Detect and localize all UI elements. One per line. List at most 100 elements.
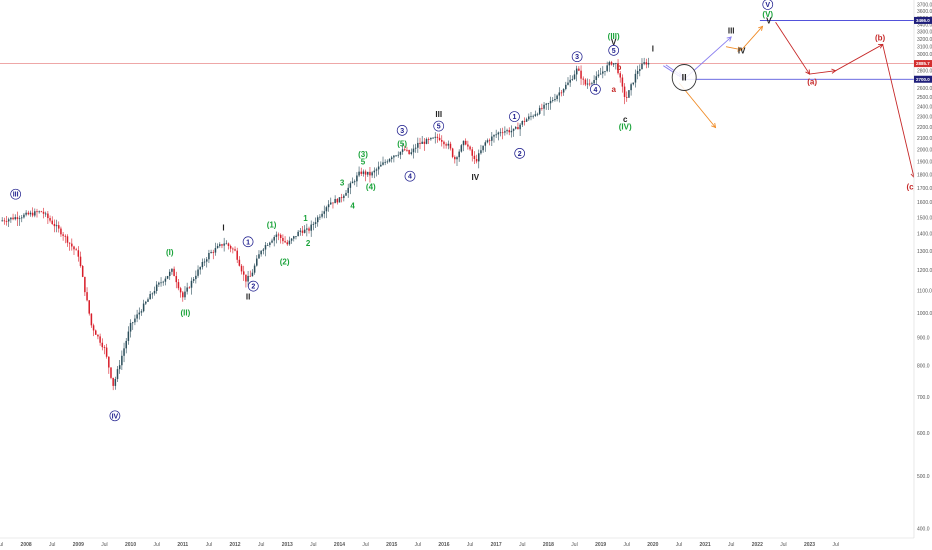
candle-body <box>571 79 574 80</box>
candle-body <box>434 136 436 138</box>
wave-label: (2) <box>280 257 290 266</box>
candle-body <box>84 276 86 293</box>
candle-body <box>560 92 563 94</box>
x-tick-label: Jul <box>153 542 159 548</box>
candle-body <box>151 293 154 295</box>
candle-body <box>145 301 147 304</box>
candle-body <box>158 282 160 285</box>
candle-body <box>51 220 53 224</box>
candle-body <box>162 281 164 283</box>
candle-body <box>362 171 365 174</box>
candle-body <box>53 223 56 227</box>
candle-body <box>103 347 106 348</box>
candle-body <box>147 299 149 302</box>
candle-body <box>412 148 415 153</box>
y-tick-label: 1300.0 <box>917 249 932 255</box>
y-axis[interactable]: 400.0 500.0 600.0 700.0 800.0 900.0 1000.0 1100… <box>913 0 932 550</box>
candle-body <box>271 240 273 243</box>
candle-body <box>266 245 269 246</box>
candle-body <box>256 258 258 266</box>
candle-body <box>44 213 47 215</box>
candle-body <box>458 151 460 158</box>
candle-body <box>364 171 367 175</box>
candle-body <box>588 83 591 85</box>
candle-body <box>393 155 395 158</box>
candle-body <box>71 243 73 247</box>
wave-label: III <box>13 192 19 199</box>
arrow-head <box>878 43 884 49</box>
candle-body <box>23 214 25 218</box>
candle-body <box>38 211 40 213</box>
candle-body <box>86 292 88 301</box>
candle-body <box>221 244 223 246</box>
candle-body <box>643 62 645 64</box>
candle-body <box>486 140 489 143</box>
wave-label: 2 <box>251 284 255 291</box>
candle-body <box>623 86 626 97</box>
candle-body <box>471 149 473 156</box>
x-tick-label: 2018 <box>543 542 554 548</box>
wave-label: II <box>246 292 250 301</box>
candle-body <box>288 240 291 245</box>
candle-body <box>641 63 643 70</box>
candle-body <box>475 158 478 162</box>
wave-annotations: IIIIV(I)(II)I12II(1)(2)12345(3)(4)(5)345… <box>10 0 917 422</box>
candle-body <box>210 251 212 253</box>
candle-body <box>247 275 249 282</box>
candle-body <box>404 149 406 151</box>
wave-label: III <box>728 26 735 35</box>
candle-body <box>301 230 304 233</box>
candle-body <box>112 377 114 386</box>
candle-body <box>186 287 188 292</box>
candle-body <box>303 229 306 233</box>
candle-body <box>351 181 354 184</box>
candle-body <box>240 265 243 272</box>
candle-body <box>340 197 343 199</box>
candle-body <box>201 261 204 268</box>
wave-label: (III) <box>608 32 620 41</box>
candle-body <box>316 217 319 223</box>
candle-body <box>377 166 380 170</box>
candle-body <box>525 119 528 122</box>
candle-body <box>308 228 310 231</box>
candle-body <box>229 246 232 249</box>
candle-body <box>534 114 537 116</box>
candle-body <box>253 265 256 273</box>
candle-body <box>591 83 593 85</box>
candle-body <box>182 292 184 298</box>
wave-label: V <box>611 38 617 47</box>
y-tick-label: 2000.0 <box>917 148 932 154</box>
candle-body <box>319 216 321 218</box>
candle-body <box>390 157 393 160</box>
candle-body <box>343 195 345 198</box>
candle-body <box>245 274 247 282</box>
candle-body <box>168 271 171 277</box>
wave-label: I <box>222 224 224 233</box>
wave-label: 4 <box>350 201 355 210</box>
wave-label: V <box>766 17 772 26</box>
candle-body <box>617 62 619 74</box>
wave-label-circle <box>404 170 416 182</box>
horizontal-levels <box>0 20 914 80</box>
candle-body <box>575 68 578 75</box>
wave-label-circle <box>433 120 445 132</box>
candle-body <box>506 130 508 132</box>
candle-body <box>314 222 317 224</box>
candle-body <box>375 169 378 171</box>
x-tick-label: Jul <box>258 542 264 548</box>
wave-label: 5 <box>612 48 616 55</box>
candle-body <box>123 348 125 356</box>
candle-body <box>216 245 219 249</box>
candle-body <box>223 243 225 246</box>
candle-body <box>443 141 445 145</box>
wave-label: 5 <box>361 158 366 167</box>
candle-body <box>636 70 639 74</box>
candle-body <box>427 139 430 140</box>
arrow-head <box>711 122 717 129</box>
y-tick-label: 3600.0 <box>917 9 932 15</box>
arrow-head <box>831 68 837 74</box>
candle-body <box>501 132 504 134</box>
candle-body <box>499 132 502 134</box>
wave-label: c <box>623 115 628 124</box>
